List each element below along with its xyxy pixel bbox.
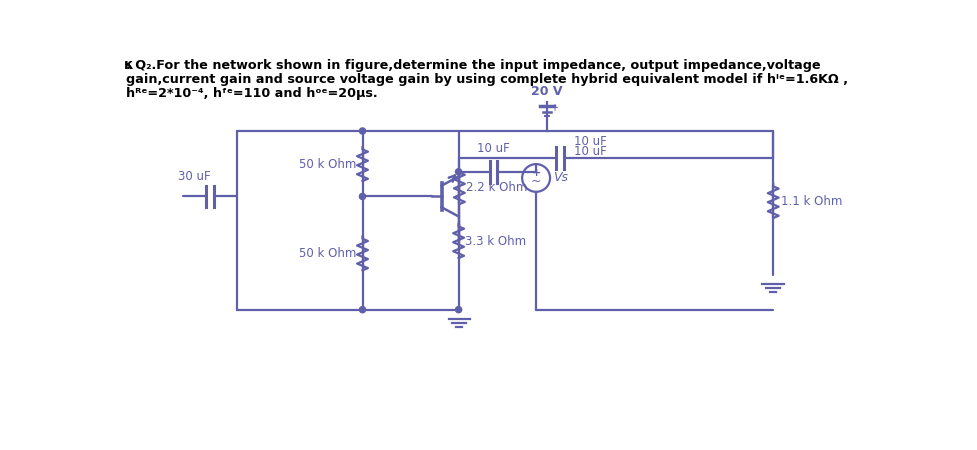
Circle shape (359, 306, 365, 313)
Text: +: + (549, 104, 558, 113)
Text: +: + (531, 168, 540, 178)
Text: 50 k Ohm: 50 k Ohm (299, 158, 356, 171)
Text: 30 uF: 30 uF (178, 170, 210, 183)
Text: 2.2 k Ohm: 2.2 k Ohm (465, 181, 527, 194)
Text: . Q₂.For the network shown in figure,determine the input impedance, output imped: . Q₂.For the network shown in figure,det… (126, 59, 820, 72)
Text: hᴿᵉ=2*10⁻⁴, hᶠᵉ=110 and hᵒᵉ=20μs.: hᴿᵉ=2*10⁻⁴, hᶠᵉ=110 and hᵒᵉ=20μs. (126, 87, 377, 100)
Text: Vs: Vs (553, 171, 568, 184)
Text: 10 uF: 10 uF (477, 142, 509, 155)
Circle shape (455, 306, 461, 313)
Text: 10 uF: 10 uF (573, 135, 606, 148)
Text: 1.1 k Ohm: 1.1 k Ohm (781, 194, 841, 207)
Text: κ: κ (124, 58, 134, 72)
Circle shape (359, 194, 365, 199)
Text: 50 k Ohm: 50 k Ohm (299, 247, 356, 260)
Circle shape (359, 128, 365, 134)
Text: 10 uF: 10 uF (573, 145, 606, 158)
Text: 20 V: 20 V (531, 85, 562, 98)
Text: gain,current gain and source voltage gain by using complete hybrid equivalent mo: gain,current gain and source voltage gai… (126, 73, 847, 86)
Circle shape (455, 169, 461, 175)
Text: ~: ~ (531, 176, 541, 188)
Text: 3.3 k Ohm: 3.3 k Ohm (464, 234, 526, 248)
